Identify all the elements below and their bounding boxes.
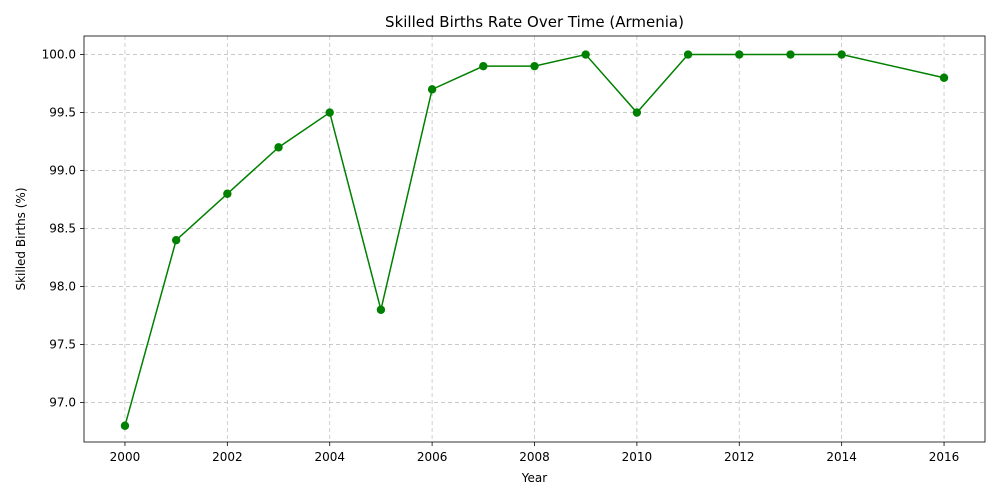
x-tick-label: 2012 xyxy=(724,450,755,464)
y-tick-label: 99.5 xyxy=(49,106,76,120)
chart-title: Skilled Births Rate Over Time (Armenia) xyxy=(385,13,684,31)
data-point xyxy=(376,305,386,314)
data-point xyxy=(120,421,130,430)
x-tick-label: 2010 xyxy=(622,450,653,464)
x-tick-label: 2014 xyxy=(826,450,857,464)
data-point xyxy=(939,73,949,82)
x-tick-label: 2006 xyxy=(417,450,448,464)
data-point xyxy=(786,50,795,59)
y-axis: 97.0 97.5 98.0 98.5 99.0 99.5 100.0 xyxy=(42,48,84,410)
x-tick-label: 2004 xyxy=(314,450,345,464)
data-point xyxy=(325,108,334,117)
series-line xyxy=(124,53,945,426)
data-point xyxy=(427,85,437,94)
x-tick-label: 2008 xyxy=(519,450,550,464)
data-point xyxy=(632,108,642,117)
y-tick-label: 97.5 xyxy=(49,338,76,352)
grid xyxy=(84,36,985,442)
data-point xyxy=(837,50,846,59)
data-point xyxy=(530,61,539,71)
series-layer xyxy=(120,50,949,430)
y-tick-label: 100.0 xyxy=(42,48,76,62)
x-tick-label: 2002 xyxy=(212,450,243,464)
y-tick-label: 98.5 xyxy=(49,222,76,236)
data-point xyxy=(735,50,744,59)
data-point xyxy=(223,189,232,198)
data-point xyxy=(274,143,283,152)
y-tick-label: 98.0 xyxy=(49,280,76,294)
data-point xyxy=(581,50,590,59)
y-tick-label: 99.0 xyxy=(49,164,76,178)
data-point xyxy=(171,235,181,245)
data-point xyxy=(479,61,488,71)
x-axis-label: Year xyxy=(521,471,547,485)
x-tick-label: 2016 xyxy=(929,450,960,464)
x-tick-label: 2000 xyxy=(110,450,141,464)
data-point xyxy=(683,50,693,59)
x-axis: 2000 2002 2004 2006 2008 2010 2012 2014 2016 xyxy=(110,442,960,464)
y-tick-label: 97.0 xyxy=(49,396,76,410)
y-axis-label: Skilled Births (%) xyxy=(14,187,28,290)
